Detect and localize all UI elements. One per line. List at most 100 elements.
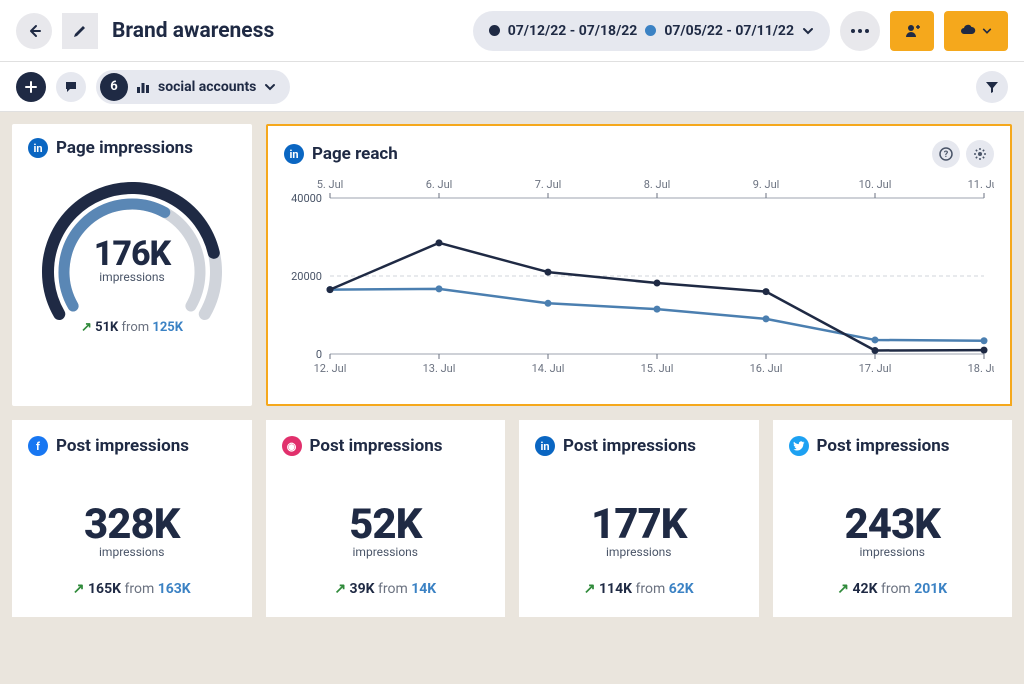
- card-title: Page reach: [312, 144, 398, 164]
- sub-bar: 6 social accounts: [0, 62, 1024, 112]
- metric-unit: impressions: [353, 545, 418, 559]
- top-bar: Brand awareness 07/12/22 - 07/18/22 07/0…: [0, 0, 1024, 62]
- card-title: Page impressions: [56, 138, 193, 158]
- current-range-label: 07/12/22 - 07/18/22: [508, 23, 638, 39]
- svg-text:8. Jul: 8. Jul: [644, 178, 671, 191]
- settings-button[interactable]: [966, 140, 994, 168]
- arrow-left-icon: [26, 23, 42, 39]
- card-title: Post impressions: [563, 436, 696, 456]
- trend-up-icon: ↗: [334, 581, 346, 597]
- filter-label: social accounts: [158, 79, 256, 95]
- instagram-icon: ◉: [282, 436, 302, 456]
- add-widget-button[interactable]: [16, 72, 46, 102]
- page-impressions-gauge-card[interactable]: in Page impressions 176K impressions ↗ 5…: [12, 124, 252, 406]
- metric-unit: impressions: [860, 545, 925, 559]
- svg-text:15. Jul: 15. Jul: [641, 362, 674, 375]
- add-user-button[interactable]: [890, 11, 934, 51]
- chat-icon: [64, 80, 78, 94]
- svg-text:5. Jul: 5. Jul: [317, 178, 344, 191]
- prev-value: 201K: [914, 581, 947, 597]
- compare-range-dot-icon: [645, 25, 656, 36]
- user-plus-icon: [903, 22, 921, 40]
- from-label: from: [881, 581, 914, 597]
- comment-button[interactable]: [56, 72, 86, 102]
- svg-text:7. Jul: 7. Jul: [535, 178, 562, 191]
- svg-text:16. Jul: 16. Jul: [750, 362, 783, 375]
- filter-button[interactable]: [976, 71, 1008, 103]
- page-reach-chart-card[interactable]: in Page reach ? 5. Jul 6. Jul 7. Jul 8. Jul…: [266, 124, 1012, 406]
- delta-value: 39K: [350, 581, 375, 597]
- svg-text:13. Jul: 13. Jul: [423, 362, 456, 375]
- compare-range-label: 07/05/22 - 07/11/22: [664, 23, 794, 39]
- line-chart: 5. Jul6. Jul7. Jul8. Jul9. Jul10. Jul11.…: [284, 172, 994, 382]
- metric-unit: impressions: [606, 545, 671, 559]
- card-title: Post impressions: [56, 436, 189, 456]
- card-title: Post impressions: [817, 436, 950, 456]
- post-impressions-card-facebook[interactable]: f Post impressions 328K impressions ↗ 16…: [12, 420, 252, 617]
- svg-text:11. Jul: 11. Jul: [968, 178, 994, 191]
- facebook-icon: f: [28, 436, 48, 456]
- svg-text:6. Jul: 6. Jul: [426, 178, 453, 191]
- post-impressions-card-twitter[interactable]: Post impressions 243K impressions ↗ 42K …: [773, 420, 1013, 617]
- gear-icon: [973, 147, 987, 161]
- svg-text:0: 0: [316, 348, 322, 361]
- social-accounts-filter[interactable]: 6 social accounts: [96, 70, 290, 104]
- date-range-selector[interactable]: 07/12/22 - 07/18/22 07/05/22 - 07/11/22: [473, 11, 830, 51]
- metric-unit: impressions: [99, 545, 164, 559]
- pencil-icon: [72, 23, 88, 39]
- cloud-download-icon: [960, 23, 976, 39]
- linkedin-icon: in: [284, 144, 304, 164]
- gauge-value: 176K: [94, 234, 171, 274]
- svg-text:18. Jul: 18. Jul: [968, 362, 994, 375]
- bar-chart-icon: [136, 80, 150, 94]
- svg-text:40000: 40000: [291, 192, 322, 205]
- filter-count-badge: 6: [100, 73, 128, 101]
- svg-text:12. Jul: 12. Jul: [314, 362, 347, 375]
- from-label: from: [122, 320, 153, 335]
- question-icon: ?: [939, 147, 953, 161]
- trend-up-icon: ↗: [837, 581, 849, 597]
- linkedin-icon: in: [535, 436, 555, 456]
- more-button[interactable]: [840, 11, 880, 51]
- from-label: from: [636, 581, 669, 597]
- current-range-dot-icon: [489, 25, 500, 36]
- card-title: Post impressions: [310, 436, 443, 456]
- trend-up-icon: ↗: [584, 581, 596, 597]
- prev-value: 125K: [152, 320, 183, 335]
- metrics-row: f Post impressions 328K impressions ↗ 16…: [12, 420, 1012, 617]
- svg-text:17. Jul: 17. Jul: [859, 362, 892, 375]
- delta-value: 165K: [88, 581, 121, 597]
- export-button[interactable]: [944, 11, 1008, 51]
- chevron-down-icon: [264, 81, 276, 93]
- trend-up-icon: ↗: [73, 581, 85, 597]
- plus-icon: [25, 81, 37, 93]
- linkedin-icon: in: [28, 138, 48, 158]
- post-impressions-card-linkedin[interactable]: in Post impressions 177K impressions ↗ 1…: [519, 420, 759, 617]
- funnel-icon: [985, 80, 999, 94]
- delta-value: 114K: [599, 581, 632, 597]
- back-button[interactable]: [16, 13, 52, 49]
- delta-value: 51K: [95, 320, 118, 335]
- trend-up-icon: ↗: [81, 320, 92, 335]
- ellipsis-icon: [851, 29, 869, 33]
- help-button[interactable]: ?: [932, 140, 960, 168]
- dashboard-grid: in Page impressions 176K impressions ↗ 5…: [0, 112, 1024, 629]
- from-label: from: [124, 581, 157, 597]
- edit-button[interactable]: [62, 13, 98, 49]
- resize-handle[interactable]: [998, 392, 1012, 406]
- chevron-down-icon: [802, 25, 814, 37]
- page-title: Brand awareness: [112, 19, 274, 43]
- chevron-down-icon: [982, 26, 992, 36]
- delta-value: 42K: [853, 581, 878, 597]
- svg-text:10. Jul: 10. Jul: [859, 178, 892, 191]
- post-impressions-card-instagram[interactable]: ◉ Post impressions 52K impressions ↗ 39K…: [266, 420, 506, 617]
- metric-value: 243K: [845, 500, 940, 549]
- metric-value: 177K: [591, 500, 686, 549]
- from-label: from: [378, 581, 411, 597]
- prev-value: 14K: [411, 581, 436, 597]
- svg-text:20000: 20000: [291, 270, 322, 283]
- gauge-unit: impressions: [94, 270, 171, 284]
- prev-value: 62K: [669, 581, 694, 597]
- twitter-icon: [789, 436, 809, 456]
- metric-value: 52K: [349, 500, 421, 549]
